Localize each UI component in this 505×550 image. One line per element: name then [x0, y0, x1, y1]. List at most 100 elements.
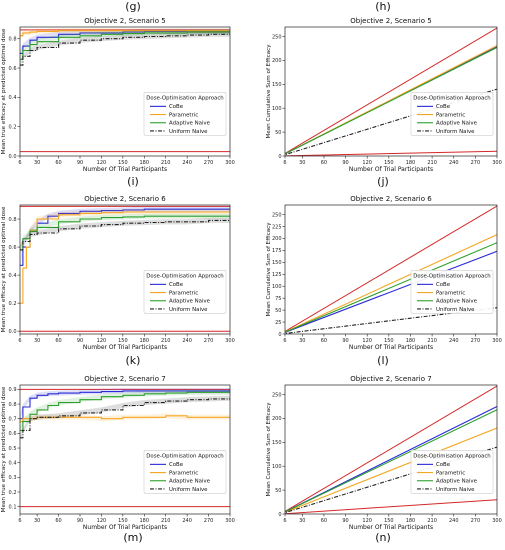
y-tick-label: 150 [272, 82, 282, 88]
legend: Dose-Optimisation Approach CoBe Parametric… [143, 270, 227, 314]
x-tick-label: 150 [384, 518, 394, 524]
chart-title: Objective 2, Scenario 5 [350, 17, 431, 25]
y-tick-label: 225 [272, 224, 282, 230]
series-line [285, 427, 497, 513]
plot-area [285, 385, 497, 514]
x-tick-label: 270 [204, 518, 214, 524]
x-axis-label: Number Of Trial Participants [349, 166, 433, 173]
legend-entry: Uniform Naive [169, 129, 208, 135]
y-tick-label: 0 [278, 332, 281, 338]
legend: Dose-Optimisation Approach CoBe Parametric… [143, 92, 227, 136]
legend-entry: CoBe [436, 462, 451, 468]
panel-label: (g) [125, 0, 141, 13]
plot-area [20, 28, 230, 153]
series-line [285, 88, 497, 156]
x-tick-label: 240 [182, 160, 192, 166]
series-line [20, 391, 230, 431]
y-tick-label: 25 [275, 320, 281, 326]
series-band [20, 213, 230, 253]
x-tick-label: 30 [299, 160, 305, 166]
x-tick-label: 300 [492, 160, 502, 166]
legend-entry: Parametric [169, 470, 198, 476]
x-tick-label: 270 [204, 160, 214, 166]
x-tick-label: 210 [161, 160, 171, 166]
legend-title: Dose-Optimisation Approach [146, 453, 223, 459]
y-tick-label: 0.4 [9, 460, 17, 466]
y-tick-label: 0 [278, 154, 281, 160]
legend-entry: Adaptive Naive [436, 479, 478, 485]
y-tick-label: 0.8 [9, 402, 17, 408]
chart-title: Objective 2, Scenario 6 [84, 195, 166, 203]
legend-entry: Adaptive Naive [169, 479, 211, 485]
x-axis-label: Number Of Trial Participants [349, 344, 433, 351]
x-tick-label: 180 [140, 338, 150, 344]
y-tick-label: 0.4 [9, 95, 17, 101]
x-tick-label: 150 [384, 160, 394, 166]
series-line [285, 250, 497, 333]
x-tick-label: 210 [427, 338, 437, 344]
series-line [20, 30, 230, 37]
legend-title: Dose-Optimisation Approach [146, 273, 223, 279]
panel-label: (i) [127, 175, 139, 188]
y-tick-label: 250 [272, 34, 282, 40]
x-tick-label: 180 [140, 518, 150, 524]
x-tick-label: 30 [34, 160, 40, 166]
chart-title: Objective 2, Scenario 7 [350, 375, 431, 383]
y-tick-label: 175 [272, 248, 282, 254]
x-tick-label: 90 [77, 518, 83, 524]
y-tick-label: 200 [272, 416, 282, 422]
y-tick-label: 100 [272, 464, 282, 470]
legend-entry: Parametric [436, 470, 465, 476]
y-tick-label: 0.1 [9, 504, 17, 510]
legend-entry: Uniform Naive [169, 307, 208, 313]
legend: Dose-Optimisation Approach CoBe Parametric… [410, 92, 494, 136]
plot-area [285, 27, 497, 156]
x-tick-label: 210 [161, 338, 171, 344]
x-tick-label: 300 [492, 518, 502, 524]
plot-area [20, 205, 230, 332]
x-tick-label: 150 [118, 338, 128, 344]
y-tick-label: 200 [272, 236, 282, 242]
x-tick-label: 270 [471, 160, 481, 166]
y-tick-label: 100 [272, 284, 282, 290]
y-axis-label: Mean true efficacy at predicted optimal … [1, 206, 7, 332]
y-tick-label: 75 [275, 296, 281, 302]
plot-frame [284, 384, 498, 515]
legend-entry: CoBe [169, 282, 184, 288]
series-line [20, 33, 230, 66]
series-band [20, 28, 230, 56]
legend: Dose-Optimisation Approach CoBe Parametric… [410, 450, 494, 494]
y-tick-label: 200 [272, 58, 282, 64]
plot-frame [19, 204, 231, 335]
x-tick-label: 120 [362, 338, 372, 344]
y-tick-label: 150 [272, 440, 282, 446]
x-tick-label: 30 [299, 338, 305, 344]
x-tick-label: 90 [342, 518, 348, 524]
x-tick-label: 270 [204, 338, 214, 344]
x-tick-label: 120 [97, 160, 107, 166]
series-line [20, 390, 230, 420]
plot-frame [19, 26, 231, 157]
x-tick-label: 30 [34, 338, 40, 344]
legend-entry: Uniform Naive [436, 487, 475, 493]
y-tick-label: 0.3 [9, 475, 17, 481]
x-axis-label: Number Of Trial Participants [83, 524, 167, 531]
series-line [285, 234, 497, 333]
y-tick-label: 0.6 [9, 431, 17, 437]
x-tick-label: 150 [118, 160, 128, 166]
reference-line [285, 27, 497, 155]
y-tick-label: 0.7 [9, 417, 17, 423]
chart-panel: Objective 2, Scenario 5 0.0 0.2 0.4 0.6 0.8 6 3… [1, 17, 235, 173]
legend-box [143, 92, 227, 136]
y-tick-label: 0.9 [9, 387, 17, 393]
y-tick-label: 0.0 [9, 329, 17, 335]
x-tick-label: 60 [321, 160, 327, 166]
y-axis-label: Mean Cumulative Sum of Efficacy [266, 402, 272, 497]
series-line [285, 47, 497, 155]
panel-label: (m) [123, 531, 142, 544]
legend-box [410, 270, 494, 314]
legend-title: Dose-Optimisation Approach [146, 95, 223, 101]
x-tick-label: 60 [55, 338, 61, 344]
y-tick-label: 0.6 [9, 66, 17, 72]
